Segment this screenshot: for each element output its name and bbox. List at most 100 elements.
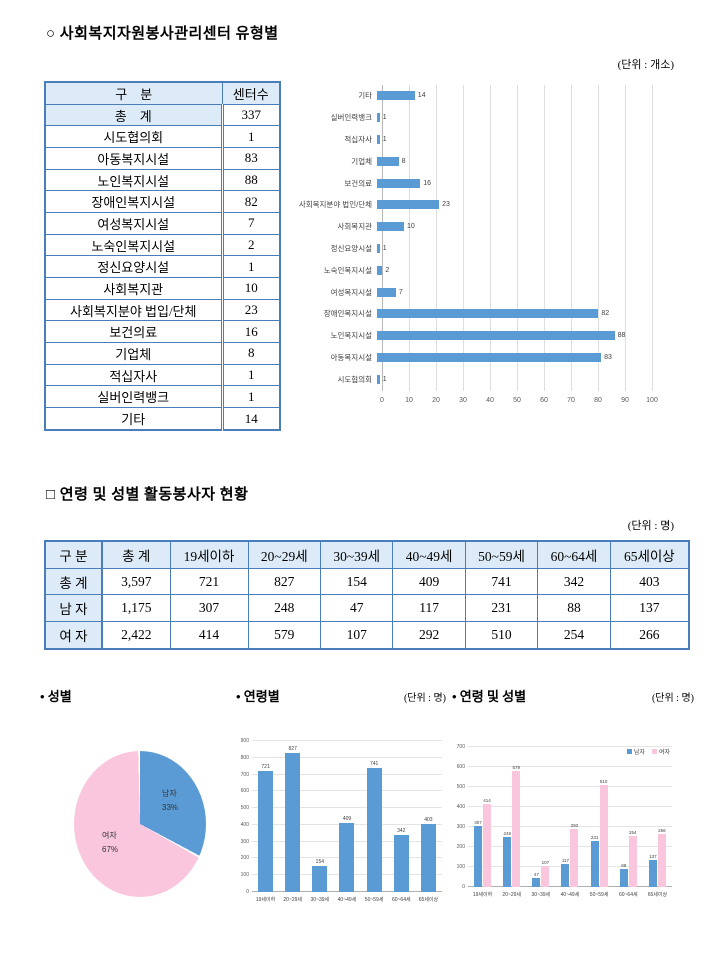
- bar-track: 16: [377, 178, 649, 188]
- bar: [366, 767, 382, 892]
- bar: [377, 156, 399, 166]
- bar-column: 117: [561, 858, 570, 887]
- y-tick-label: 700: [240, 771, 249, 778]
- bar-group: 88 254: [614, 747, 643, 887]
- grid-line: [382, 85, 383, 392]
- y-tick-label: 0: [462, 884, 465, 890]
- table-row: 여 자 2,422 414 579 107 292 510 254 266: [44, 621, 690, 650]
- bar-pair: 88 254: [614, 747, 643, 887]
- bar: [541, 865, 550, 887]
- bar-value-label: 1: [382, 244, 387, 252]
- bar: [377, 134, 380, 144]
- x-tick-label: 19세이하: [472, 892, 493, 898]
- bar-column: 741: [361, 741, 388, 892]
- table-row: 남 자 1,175 307 248 47 117 231 88 137: [44, 594, 690, 623]
- cell-value: 1,175: [101, 594, 171, 623]
- section2-title: □ 연령 및 성별 활동봉사자 현황: [46, 487, 249, 503]
- x-tick-label: 70: [567, 397, 575, 405]
- column-header: 센터수: [221, 81, 281, 105]
- bar-column: 154: [306, 741, 333, 892]
- cell-value: 137: [609, 594, 690, 623]
- grid-line: [463, 85, 464, 392]
- bar-value-label: 8: [401, 157, 406, 165]
- y-tick-label: 700: [456, 744, 465, 750]
- bar-column: 137: [648, 853, 657, 887]
- x-tick-label: 60~64세: [391, 897, 411, 903]
- bar: [628, 836, 637, 887]
- y-tick-label: 600: [456, 764, 465, 770]
- grid-line: [571, 85, 572, 392]
- bar-value-label: 1: [382, 114, 387, 122]
- age-gender-chart-unit: (단위 : 명): [651, 693, 694, 704]
- table-row: 시도협의회 1: [44, 125, 281, 149]
- center-type-bar-chart: 0 10 20 30 40 50 60 70 80 90 100 기타 14 실버인력뱅크 1 적십자사 1 기업…: [293, 85, 673, 415]
- bar: [339, 823, 355, 892]
- row-label: 사회복지관: [44, 277, 223, 300]
- grid-line: [598, 85, 599, 392]
- gender-pie-title: • 성별: [40, 689, 72, 704]
- center-type-table: 구 분 센터수 총 계 337 시도협의회 1 아동복지시설 83 노인복지시설 88 장애인복지시…: [44, 81, 281, 431]
- bar: [503, 837, 512, 887]
- row-label: 남 자: [44, 594, 103, 623]
- section1-body: 구 분 센터수 총 계 337 시도협의회 1 아동복지시설 83 노인복지시설 88 장애인복지시…: [0, 81, 726, 431]
- grid-line: [517, 85, 518, 392]
- x-tick-label: 100: [646, 397, 658, 405]
- column-header: 19세이하: [169, 540, 249, 569]
- bar-column: 409: [333, 741, 360, 892]
- category-label: 시도협의회: [337, 374, 373, 384]
- table-row: 장애인복지시설 82: [44, 190, 281, 214]
- bar: [377, 374, 380, 384]
- column-header: 구 분: [44, 540, 103, 569]
- bar-value-label: 16: [423, 179, 431, 187]
- bar-value-label: 266: [658, 827, 666, 833]
- bar-value-label: 137: [649, 853, 657, 859]
- column-header: 40~49세: [392, 540, 466, 569]
- pie-female-name: 여자: [102, 831, 117, 840]
- bar-value-label: 83: [604, 353, 612, 361]
- grid-line: [468, 866, 672, 867]
- bar-value-label: 231: [590, 834, 599, 840]
- column-header: 65세이상: [609, 540, 690, 569]
- bar-value-label: 88: [617, 332, 626, 340]
- section1-unit-label: (단위 : 개소): [617, 59, 674, 71]
- bar-value-label: 2: [385, 266, 390, 274]
- bars-row: 721 827 154 409 741 342 403: [252, 741, 442, 892]
- grid-line: [252, 740, 442, 741]
- row-label: 장애인복지시설: [44, 190, 223, 214]
- x-tick-label: 30~39세: [531, 892, 551, 898]
- bar: [377, 200, 440, 210]
- x-tick-label: 30~39세: [310, 897, 330, 903]
- bar-column: 266: [657, 827, 666, 887]
- bar-value-label: 403: [424, 817, 433, 824]
- row-value: 2: [220, 233, 281, 257]
- pie-graphic: [74, 751, 206, 897]
- bar-value-label: 827: [288, 746, 297, 753]
- bar-pair: 307 414: [468, 747, 497, 887]
- x-tick-label: 65세이상: [418, 897, 439, 903]
- row-value: 88: [220, 168, 281, 192]
- grid-line: [468, 886, 672, 887]
- y-tick-label: 500: [456, 784, 465, 790]
- row-value: 8: [220, 342, 281, 365]
- y-tick-label: 600: [240, 788, 249, 795]
- bar: [377, 113, 380, 123]
- age-gender-chart-title: • 연령 및 성별: [452, 689, 527, 704]
- bar-column: 510: [599, 779, 608, 887]
- row-label: 아동복지시설: [44, 147, 223, 170]
- chart-bar-row: 여성복지시설 7: [293, 281, 673, 303]
- row-label: 노숙인복지시설: [44, 233, 223, 257]
- bar-group: 231 510: [585, 747, 614, 887]
- bar-group: 47 107: [526, 747, 555, 887]
- legend-item: 여자: [651, 747, 670, 756]
- chart-bar-row: 기타 14: [293, 85, 673, 107]
- row-label: 여 자: [44, 621, 103, 650]
- x-axis: 19세이하 20~29세 30~39세 40~49세 50~59세 60~64세 65세이상: [468, 887, 700, 898]
- y-tick-label: 100: [456, 864, 465, 870]
- grid-line: [252, 790, 442, 792]
- x-tick-label: 80: [594, 397, 602, 405]
- bar: [532, 877, 541, 887]
- grid-line: [468, 766, 672, 767]
- category-label: 노인복지시설: [330, 331, 372, 341]
- bar-column: 403: [415, 741, 442, 892]
- row-label: 노인복지시설: [44, 168, 223, 192]
